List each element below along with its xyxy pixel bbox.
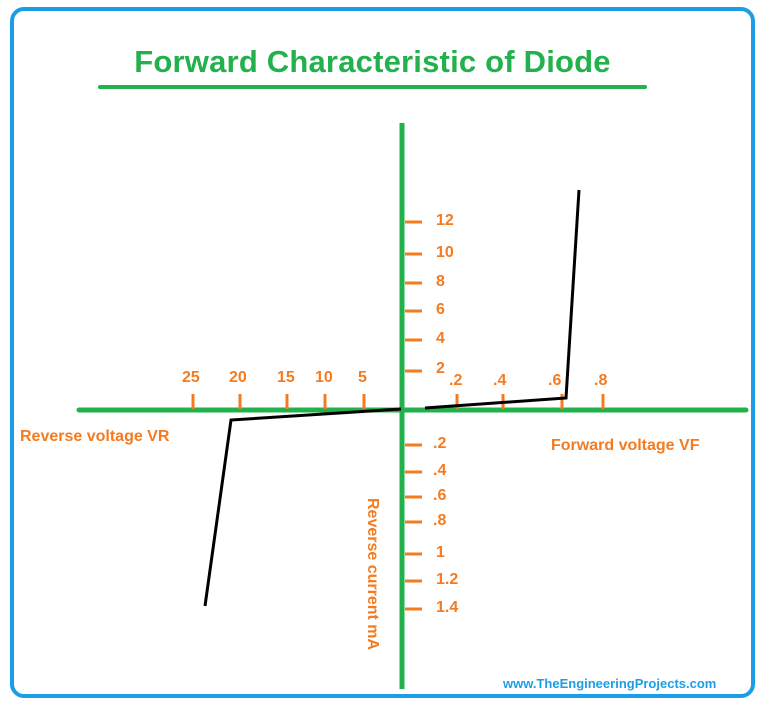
- tick-label-rc-0.2: .2: [433, 435, 447, 452]
- title-underline: [98, 85, 647, 89]
- tick-label-rv-5: 5: [358, 369, 367, 386]
- tick-label-rc-1: 1: [436, 544, 445, 561]
- tick-label-rc-0.8: .8: [433, 512, 447, 529]
- website-watermark: www.TheEngineeringProjects.com: [503, 676, 717, 691]
- chart-title: Forward Characteristic of Diode: [134, 44, 611, 79]
- tick-label-rv-15: 15: [277, 369, 295, 386]
- tick-label-fc-12: 12: [436, 212, 454, 229]
- tick-label-fv-0.4: .4: [493, 372, 507, 389]
- reverse-current-ticks: [405, 443, 422, 611]
- tick-label-rc-1.4: 1.4: [436, 599, 459, 616]
- image-frame: [10, 7, 755, 698]
- forward-voltage-ticks: [455, 394, 605, 409]
- tick-label-rv-10: 10: [315, 369, 333, 386]
- tick-label-rc-0.4: .4: [433, 462, 447, 479]
- tick-label-fv-0.8: .8: [594, 372, 608, 389]
- tick-label-rc-1.2: 1.2: [436, 571, 459, 588]
- tick-label-fc-8: 8: [436, 273, 445, 290]
- tick-label-fc-10: 10: [436, 244, 454, 261]
- tick-label-rv-20: 20: [229, 369, 247, 386]
- tick-label-fc-2: 2: [436, 360, 445, 377]
- reverse-current-label: Reverse current mA: [364, 498, 381, 651]
- tick-label-rc-0.6: .6: [433, 487, 447, 504]
- tick-label-fv-0.6: .6: [548, 372, 562, 389]
- tick-label-fc-6: 6: [436, 301, 445, 318]
- reverse-bias-curve: [203, 407, 402, 607]
- tick-label-fv-0.2: .2: [449, 372, 463, 389]
- forward-bias-curve: [424, 189, 581, 410]
- reverse-voltage-label: Reverse voltage VR: [20, 428, 170, 445]
- reverse-voltage-ticks: [191, 394, 366, 409]
- forward-current-ticks: [405, 220, 422, 373]
- forward-voltage-label: Forward voltage VF: [551, 437, 700, 454]
- tick-label-fc-4: 4: [436, 330, 445, 347]
- tick-label-rv-25: 25: [182, 369, 200, 386]
